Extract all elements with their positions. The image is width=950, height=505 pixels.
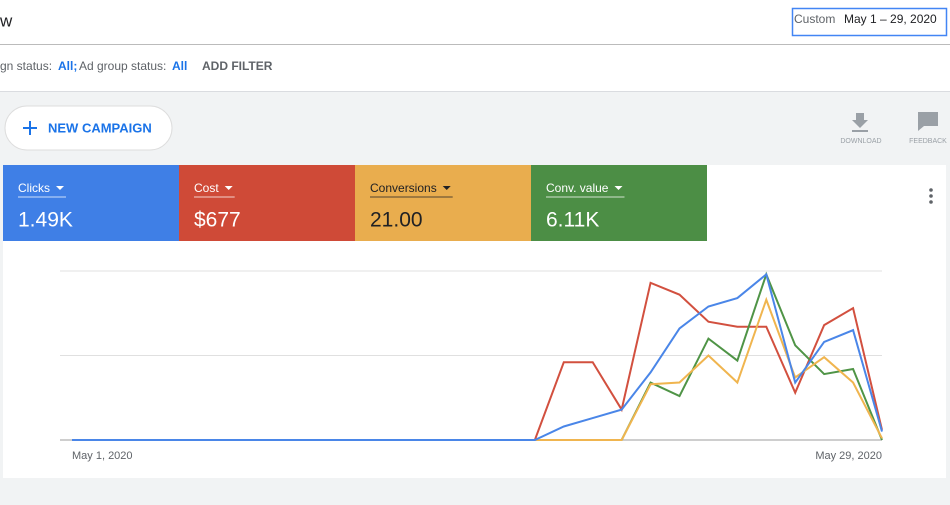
dropdown-arrow <box>224 186 233 190</box>
menu-dot[interactable] <box>929 200 933 204</box>
new-campaign-label: NEW CAMPAIGN <box>48 120 152 135</box>
metric-value: 21.00 <box>370 209 423 232</box>
feedback-label: FEEDBACK <box>909 138 947 145</box>
metric-tile[interactable] <box>179 165 355 241</box>
date-label: Custom <box>794 12 835 26</box>
date-range: May 1 – 29, 2020 <box>844 12 937 26</box>
new-campaign-button[interactable] <box>4 105 173 151</box>
metric-tile[interactable] <box>355 165 531 241</box>
date-picker[interactable] <box>791 7 948 37</box>
metric-label: Cost <box>194 181 219 195</box>
page-title: w <box>0 11 13 30</box>
metric-value: $677 <box>194 209 241 232</box>
series-line <box>72 272 883 441</box>
x-tick-label: May 1, 2020 <box>72 450 133 462</box>
top-area <box>0 0 950 92</box>
plus-icon <box>23 121 37 135</box>
metric-label: Conv. value <box>546 181 609 195</box>
download-icon[interactable] <box>852 113 868 132</box>
add-filter[interactable]: ADD FILTER <box>202 59 273 73</box>
dropdown-arrow <box>56 186 64 190</box>
metric-tile[interactable] <box>531 165 707 241</box>
dropdown-arrow <box>442 186 451 190</box>
metric-value: 6.11K <box>546 209 599 232</box>
dropdown-arrow <box>614 186 623 190</box>
feedback-icon[interactable] <box>918 112 938 131</box>
filter-value[interactable]: All; <box>58 59 77 73</box>
metric-label: Conversions <box>370 181 437 195</box>
filter-value[interactable]: All <box>172 59 187 73</box>
menu-dot[interactable] <box>929 188 933 192</box>
metric-label: Clicks <box>18 181 50 195</box>
download-label: DOWNLOAD <box>840 138 881 145</box>
filter-label: gn status: <box>0 59 52 73</box>
metric-tile[interactable] <box>3 165 179 241</box>
metric-value: 1.49K <box>18 209 73 232</box>
x-tick-label: May 29, 2020 <box>815 450 882 462</box>
menu-dot[interactable] <box>929 194 933 198</box>
filter-label: Ad group status: <box>79 59 166 73</box>
